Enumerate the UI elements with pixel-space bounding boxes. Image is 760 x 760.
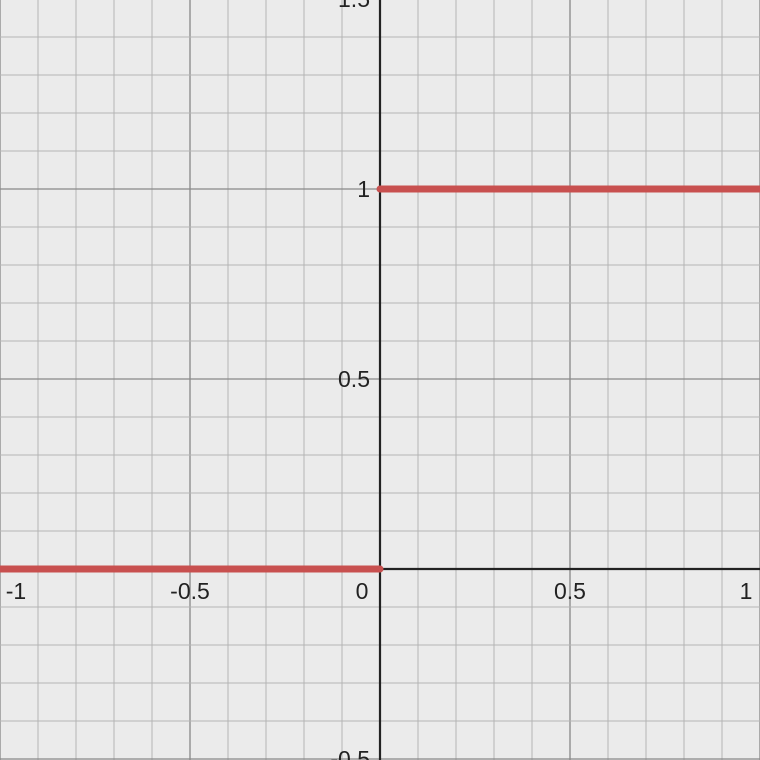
x-tick-label: -1 [6, 578, 26, 604]
x-tick-label: 0 [356, 578, 369, 604]
y-tick-label: 0.5 [338, 366, 370, 392]
y-tick-label: -0.5 [330, 746, 370, 760]
x-tick-label: -0.5 [170, 578, 210, 604]
y-tick-label: 1.5 [338, 0, 370, 12]
x-tick-label: 1 [740, 578, 753, 604]
y-tick-label: 1 [357, 176, 370, 202]
x-tick-label: 0.5 [554, 578, 586, 604]
